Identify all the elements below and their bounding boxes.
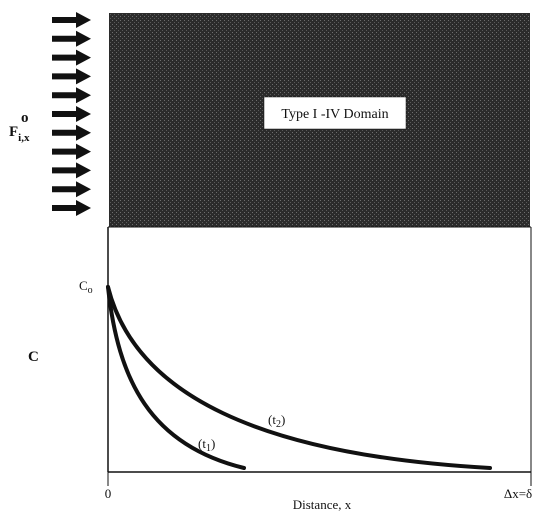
curve-t1 <box>106 285 246 470</box>
flux-label-main: F <box>9 124 18 140</box>
flux-arrow <box>52 162 91 179</box>
x-end-label: Δx=δ <box>504 486 532 501</box>
flux-arrow <box>52 49 91 66</box>
flux-arrow <box>52 124 91 141</box>
flux-arrow <box>52 87 91 104</box>
flux-arrow <box>52 143 91 160</box>
flux-arrow <box>52 12 91 28</box>
c-axis-label: C <box>28 349 39 365</box>
curve-label-t2-text: (t <box>268 412 276 427</box>
flux-label: Fi,x <box>9 124 30 144</box>
flux-label-sup: o <box>21 110 29 126</box>
curve-label-t2-close: ) <box>281 412 285 427</box>
curve-label-t2-sub: 2 <box>276 419 281 430</box>
curve-label-t1: (t1) <box>198 436 215 454</box>
flux-arrows <box>52 12 91 216</box>
c0-label: Co <box>79 278 93 296</box>
domain-label-box <box>263 96 407 130</box>
flux-label-sub: i,x <box>18 132 30 144</box>
curve-label-t1-close: ) <box>211 436 215 451</box>
x-axis-title: Distance, x <box>293 497 352 512</box>
c0-label-sub: o <box>88 285 93 296</box>
flux-arrow <box>52 181 91 198</box>
curve-label-t1-text: (t <box>198 436 206 451</box>
flux-arrow <box>52 200 91 216</box>
curve-t2 <box>106 285 492 470</box>
curve-label-t2: (t2) <box>268 412 285 430</box>
domain-label: Type I -IV Domain <box>281 107 388 122</box>
x-origin-label: 0 <box>105 486 112 501</box>
curve-label-t1-sub: 1 <box>206 443 211 454</box>
flux-arrow <box>52 30 91 47</box>
flux-arrow <box>52 68 91 85</box>
flux-arrow <box>52 106 91 122</box>
c0-label-main: C <box>79 278 88 293</box>
